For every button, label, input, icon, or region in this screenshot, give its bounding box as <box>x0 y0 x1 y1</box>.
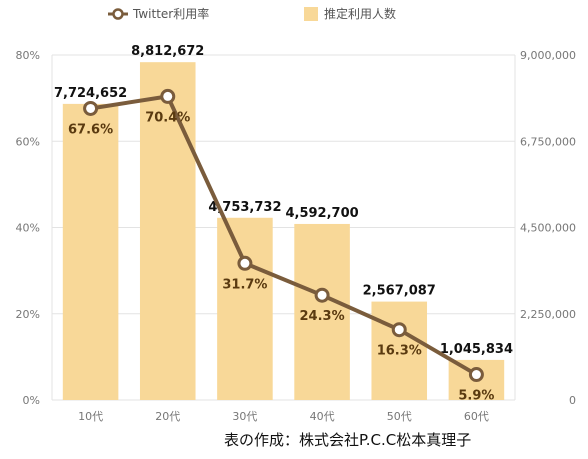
x-tick-label: 20代 <box>155 410 180 423</box>
left-axis: 0% 20% 40% 60% 80% <box>16 49 40 407</box>
rate-point <box>83 100 99 116</box>
grid <box>51 54 516 401</box>
x-tick-label: 60代 <box>464 410 489 423</box>
bar-value-label: 4,753,732 <box>208 200 281 215</box>
right-axis: 0 2,250,000 4,500,000 6,750,000 9,000,000 <box>520 49 576 407</box>
rate-value-label: 5.9% <box>458 389 494 404</box>
bar-value-label: 4,592,700 <box>285 206 358 221</box>
rate-value-label: 16.3% <box>377 344 422 359</box>
bar <box>294 223 350 400</box>
rate-line-path <box>90 94 478 377</box>
x-tick-label: 10代 <box>78 410 103 423</box>
credit-text: 表の作成：株式会社P.C.C松本真理子 <box>224 431 471 449</box>
rate-point <box>237 255 253 271</box>
rate-value-label: 70.4% <box>145 110 190 125</box>
rate-point <box>468 367 484 383</box>
bar-value-label: 8,812,672 <box>131 44 204 59</box>
rate-labels: 67.6% 70.4% 31.7% 24.3% 16.3% 5.9% <box>68 110 494 403</box>
legend-label-users: 推定利用人数 <box>324 6 396 21</box>
rate-value-label: 31.7% <box>222 277 267 292</box>
bar <box>62 103 119 401</box>
right-tick-label: 2,250,000 <box>520 308 576 321</box>
right-tick-label: 0 <box>569 394 576 407</box>
left-tick-label: 60% <box>16 135 40 148</box>
bars <box>62 62 505 401</box>
right-tick-label: 9,000,000 <box>520 49 576 62</box>
bar <box>217 217 273 400</box>
rate-line <box>83 88 484 383</box>
bar-labels: 7,724,652 8,812,672 4,753,732 4,592,700 2,56… <box>54 44 513 357</box>
left-tick-label: 20% <box>16 308 40 321</box>
legend: Twitter利用率 推定利用人数 <box>108 6 396 21</box>
legend-line-marker <box>112 8 124 20</box>
x-tick-label: 40代 <box>310 410 335 423</box>
right-tick-label: 4,500,000 <box>520 222 576 235</box>
rate-point <box>391 322 407 338</box>
left-tick-label: 80% <box>16 49 40 62</box>
left-tick-label: 40% <box>16 222 40 235</box>
x-tick-label: 30代 <box>232 410 257 423</box>
rate-value-label: 24.3% <box>300 309 345 324</box>
legend-bar-swatch <box>304 7 318 21</box>
bar-value-label: 1,045,834 <box>440 342 513 357</box>
bar <box>139 62 196 400</box>
bar-value-label: 7,724,652 <box>54 86 127 101</box>
right-tick-label: 6,750,000 <box>520 135 576 148</box>
legend-label-rate: Twitter利用率 <box>132 6 209 21</box>
bar-value-label: 2,567,087 <box>363 284 436 299</box>
x-tick-label: 50代 <box>387 410 412 423</box>
rate-point <box>314 287 330 303</box>
left-tick-label: 0% <box>23 394 40 407</box>
rate-value-label: 67.6% <box>68 122 113 137</box>
rate-point <box>160 88 176 104</box>
bar <box>371 301 428 400</box>
x-axis: 10代 20代 30代 40代 50代 60代 <box>78 410 489 423</box>
